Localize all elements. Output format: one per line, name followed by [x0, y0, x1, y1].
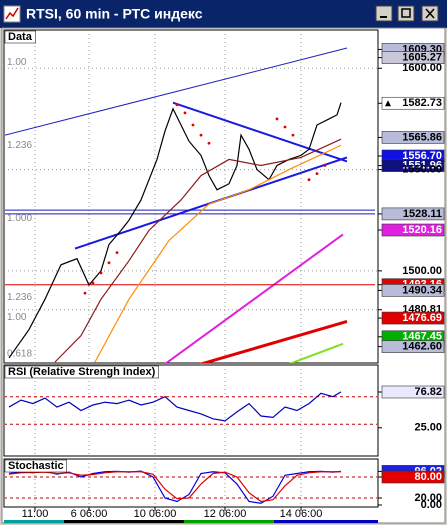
y-tick-box [381, 284, 445, 297]
plots: 1.001.2361.0001.2361.000.618Data1609.301… [4, 30, 445, 520]
maximize-glyph [401, 8, 411, 18]
title-bar [0, 0, 447, 28]
sar-dot [107, 261, 111, 265]
y-tick-label: 25.00 [414, 422, 442, 434]
sar-dot [291, 133, 295, 137]
fib-label: 1.236 [7, 292, 32, 303]
panel-title: RSI (Relative Strengh Index) [8, 366, 156, 378]
series-line [8, 102, 342, 359]
price-panel [3, 29, 379, 364]
y-tick-label: 1462.60 [402, 341, 442, 353]
y-tick-label: 80.00 [414, 471, 442, 483]
sar-dot [275, 117, 279, 121]
sar-dot [207, 141, 211, 145]
window-title: RTSI, 60 min - РТС индекс [26, 6, 203, 22]
fib-label: 1.00 [7, 57, 27, 68]
y-tick-box [381, 51, 445, 64]
y-tick-box [381, 159, 445, 172]
y-tick-label: 0.00 [421, 499, 442, 511]
y-tick-label: 76.82 [414, 386, 442, 398]
sar-dot [307, 178, 311, 182]
series-line [8, 471, 341, 503]
close-glyph [425, 8, 435, 19]
y-tick-box [381, 385, 445, 399]
y-tick-label: 20.00 [414, 492, 442, 504]
x-tick-label: 14 06:00 [280, 508, 323, 520]
fib-label: 1.00 [7, 312, 27, 323]
x-tick-label: 12 06:00 [204, 508, 247, 520]
sar-dot [191, 123, 195, 127]
trend-line [5, 47, 348, 136]
panel-title: Data [8, 31, 33, 43]
y-tick-label: 1490.34 [402, 284, 443, 296]
series-line [54, 138, 342, 363]
color-strip [274, 520, 378, 523]
y-tick-label: 1476.69 [402, 312, 442, 324]
trend-line [172, 101, 348, 163]
y-tick-box [381, 207, 445, 221]
y-tick-box [381, 470, 445, 484]
sar-dot [183, 111, 187, 115]
x-tick-label: 6 06:00 [71, 508, 108, 520]
y-tick-label: 1605.27 [402, 52, 442, 64]
sar-dot [91, 281, 95, 285]
y-tick-label: 1600.00 [402, 62, 442, 74]
y-tick-box [381, 223, 445, 237]
plot-area: 1.00 1.236 1.000 1.236 1.00 0.618 [5, 31, 377, 363]
color-strip [4, 520, 64, 523]
y-tick-label: 1582.73 [402, 97, 442, 109]
trend-line [200, 320, 348, 363]
y-tick-label: 1467.45 [402, 331, 442, 343]
y-tick-label: 1551.96 [402, 160, 442, 172]
y-tick-label: 1520.16 [402, 224, 442, 236]
plot-area [5, 366, 377, 456]
x-tick-label: 10 06:00 [134, 508, 177, 520]
color-strip [184, 520, 274, 523]
sar-dot [175, 103, 179, 107]
x-tick-label: 11:00 [22, 508, 49, 520]
panel-title-box [4, 30, 36, 44]
y-tick-label: 1500.00 [402, 265, 442, 277]
y-tick-box [381, 311, 445, 325]
trend-line [288, 342, 344, 363]
window-icon-glyph [5, 7, 19, 20]
y-tick-label: 1556.70 [402, 150, 442, 162]
y-tick-box [381, 340, 445, 353]
sar-dot [315, 172, 319, 176]
panel-title-box [4, 459, 67, 473]
color-strip [64, 520, 184, 523]
sar-dot [83, 291, 87, 295]
y-tick-label: 1528.11 [403, 208, 442, 220]
sar-dot [283, 125, 287, 129]
minimize-button[interactable] [375, 5, 393, 22]
window-buttons[interactable] [375, 5, 439, 22]
fib-label: 1.236 [7, 140, 32, 151]
y-tick-box [381, 131, 445, 144]
y-tick-box [381, 96, 445, 110]
sar-dot [199, 133, 203, 137]
sar-dot [99, 271, 103, 275]
fib-label: 0.618 [7, 349, 32, 360]
y-tick-label: 1550.00 [402, 163, 442, 175]
fib-label: 1.000 [7, 213, 32, 224]
panel-title: Stochastic [8, 460, 64, 472]
sar-dot [323, 164, 327, 167]
sar-dot [115, 251, 119, 255]
panel-title-box [4, 365, 159, 379]
y-tick-label: 1565.86 [402, 131, 442, 143]
series-line [8, 391, 342, 422]
trend-line [164, 233, 344, 363]
price-marker [385, 100, 391, 107]
series-line [94, 144, 342, 363]
